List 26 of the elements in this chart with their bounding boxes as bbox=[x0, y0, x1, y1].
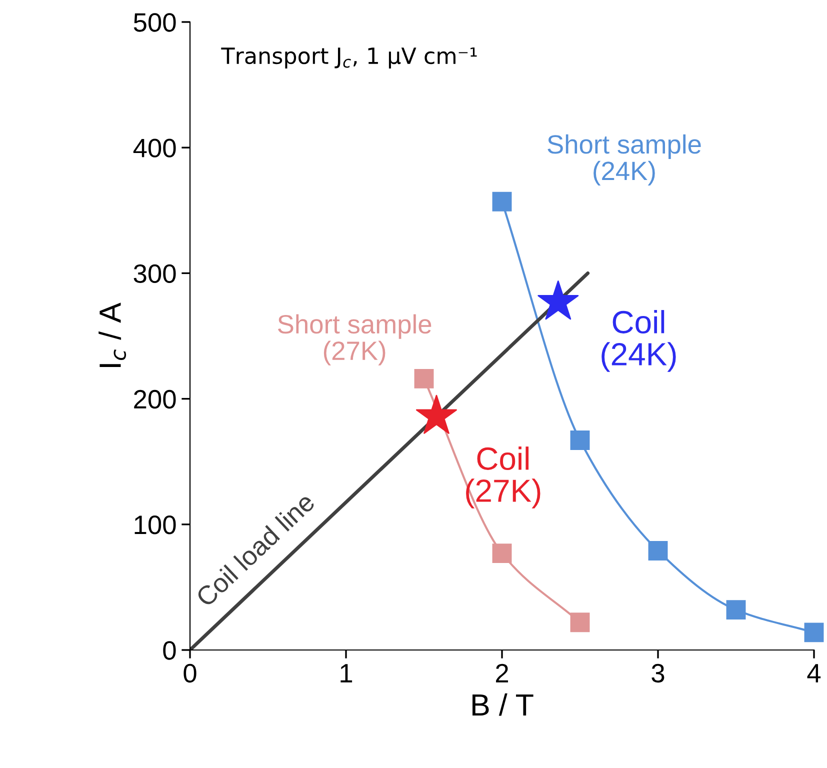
y-axis-title: I$_{c}$ / A bbox=[98, 302, 126, 367]
point bbox=[648, 541, 668, 560]
point bbox=[492, 192, 512, 212]
point bbox=[570, 430, 590, 450]
y-tick-label: 200 bbox=[134, 390, 176, 409]
y-tick-label: 500 bbox=[134, 13, 176, 32]
point bbox=[726, 600, 746, 620]
point bbox=[492, 544, 512, 564]
point bbox=[570, 612, 590, 632]
text: Transport J$_{c}$, 1 μV cm⁻¹ bbox=[221, 48, 477, 68]
y-tick-label: 300 bbox=[134, 264, 176, 284]
x-tick-label: 4 bbox=[807, 664, 821, 682]
series-label: Short sample (27K) bbox=[278, 314, 432, 366]
x-tick-label: 2 bbox=[496, 664, 508, 682]
x-tick-label: 3 bbox=[652, 664, 664, 683]
series-label: Short sample (24K) bbox=[548, 134, 701, 186]
x-tick-label: 0 bbox=[184, 664, 196, 683]
y-tick-label: 400 bbox=[133, 138, 176, 158]
series-label: Coil (27K) bbox=[466, 446, 540, 508]
y-tick-label: 100 bbox=[134, 516, 176, 534]
x-tick-label: 1 bbox=[340, 664, 352, 682]
x-axis-title: B / T bbox=[472, 693, 534, 716]
series-label: Coil (24K) bbox=[602, 310, 676, 372]
point bbox=[414, 368, 434, 388]
point bbox=[804, 622, 824, 642]
y-tick-label: 0 bbox=[163, 641, 176, 660]
